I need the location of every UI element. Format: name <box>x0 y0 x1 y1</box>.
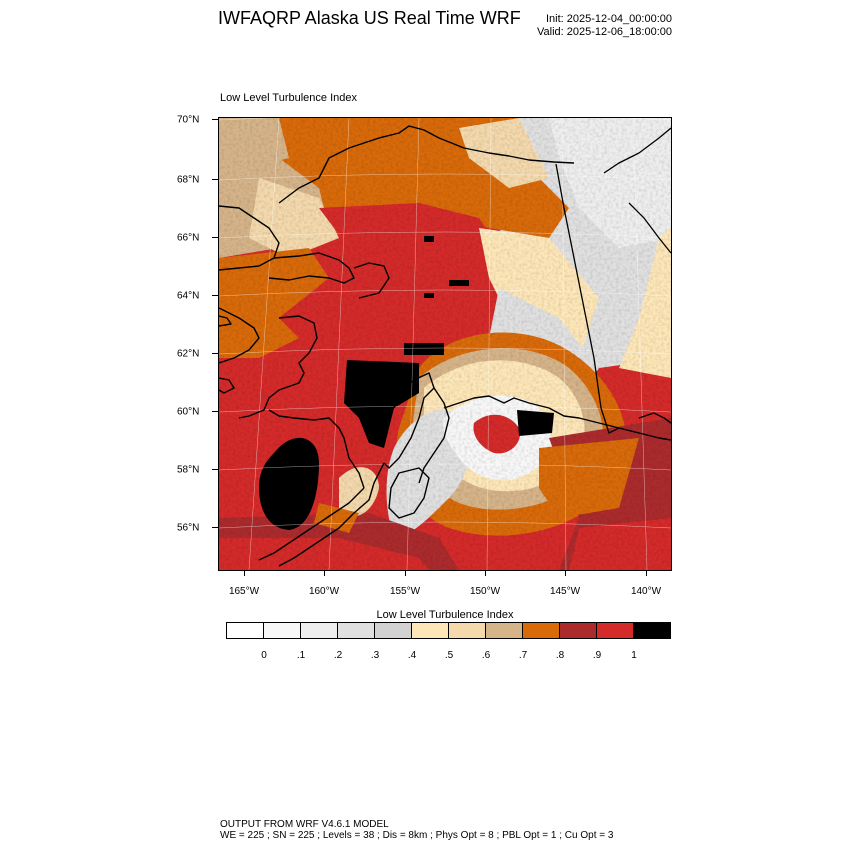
colorbar <box>226 622 671 639</box>
colorbar-swatch <box>523 623 560 638</box>
lat-label: 62°N <box>177 348 200 360</box>
southeast-panhandle <box>638 412 671 424</box>
colorbar-swatch <box>597 623 634 638</box>
colorbar-swatch <box>486 623 523 638</box>
lat-tick <box>212 411 218 412</box>
colorbar-label: .8 <box>555 650 565 661</box>
colorbar-swatch <box>338 623 375 638</box>
lon-label: 145°W <box>549 586 581 597</box>
lon-tick <box>646 570 647 576</box>
kodiak-island <box>388 467 430 519</box>
lat-label: 58°N <box>177 464 200 476</box>
field-subtitle: Low Level Turbulence Index <box>220 92 357 104</box>
baja-islands <box>219 377 235 394</box>
lat-tick <box>212 179 218 180</box>
lat-label: 66°N <box>177 232 200 244</box>
lon-label: 155°W <box>389 586 421 597</box>
yukon-border <box>628 202 671 254</box>
prince-william-sound <box>443 395 671 441</box>
bristol-coast <box>268 409 365 489</box>
init-time: Init: 2025-12-04_00:00:00 <box>546 13 672 25</box>
colorbar-label: .5 <box>444 650 454 661</box>
plot-title: IWFAQRP Alaska US Real Time WRF <box>218 8 521 28</box>
north-coast <box>278 125 575 204</box>
colorbar-label: .1 <box>296 650 306 661</box>
lon-label: 150°W <box>469 586 501 597</box>
colorbar-label: .9 <box>592 650 602 661</box>
lat-tick <box>212 469 218 470</box>
colorbar-title: Low Level Turbulence Index <box>376 609 514 621</box>
seward-peninsula <box>268 252 355 284</box>
lon-label: 165°W <box>228 586 260 597</box>
model-info-line1: OUTPUT FROM WRF V4.6.1 MODEL <box>220 819 389 830</box>
colorbar-swatch <box>301 623 338 638</box>
kenai-peninsula <box>418 387 450 484</box>
west-coast <box>219 307 260 364</box>
colorbar-swatch <box>449 623 486 638</box>
colorbar-label: .3 <box>370 650 380 661</box>
lon-tick <box>565 570 566 576</box>
lat-tick <box>212 237 218 238</box>
colorbar-label: 1 <box>631 650 637 661</box>
coastlines <box>219 125 671 567</box>
colorbar-label: 0 <box>261 650 267 661</box>
graticule <box>219 118 671 570</box>
lon-tick <box>405 570 406 576</box>
lon-label: 140°W <box>630 586 662 597</box>
colorbar-label: .4 <box>407 650 417 661</box>
lon-tick <box>324 570 325 576</box>
colorbar-swatch <box>560 623 597 638</box>
model-grain-texture <box>219 118 671 570</box>
lat-tick <box>212 527 218 528</box>
colorbar-label: .6 <box>481 650 491 661</box>
lat-label: 60°N <box>177 406 200 418</box>
kotzebue-coast <box>219 205 280 271</box>
colorbar-swatch <box>227 623 264 638</box>
st-lawrence-island <box>219 315 232 327</box>
colorbar-swatch <box>264 623 301 638</box>
northwest-territories-border <box>603 127 671 174</box>
yk-delta <box>238 315 318 419</box>
lon-tick <box>485 570 486 576</box>
valid-time: Valid: 2025-12-06_18:00:00 <box>537 26 672 38</box>
alaska-peninsula-south <box>278 462 385 567</box>
colorbar-swatch <box>375 623 412 638</box>
colorbar-label: .2 <box>333 650 343 661</box>
turbulence-map <box>219 118 671 570</box>
lat-label: 56°N <box>177 522 200 534</box>
lon-label: 160°W <box>308 586 340 597</box>
model-info-line2: WE = 225 ; SN = 225 ; Levels = 38 ; Dis … <box>220 830 614 841</box>
lat-tick <box>212 295 218 296</box>
colorbar-label: .7 <box>518 650 528 661</box>
lat-tick <box>212 119 218 120</box>
lat-tick <box>212 353 218 354</box>
colorbar-swatch <box>634 623 670 638</box>
colorbar-swatch <box>412 623 449 638</box>
lat-label: 70°N <box>177 114 200 126</box>
lon-tick <box>244 570 245 576</box>
norton-sound <box>353 262 390 299</box>
canada-border <box>555 163 620 434</box>
alaska-peninsula-north <box>258 487 365 561</box>
lat-label: 68°N <box>177 174 200 186</box>
lat-label: 64°N <box>177 290 200 302</box>
cook-inlet <box>383 372 435 469</box>
